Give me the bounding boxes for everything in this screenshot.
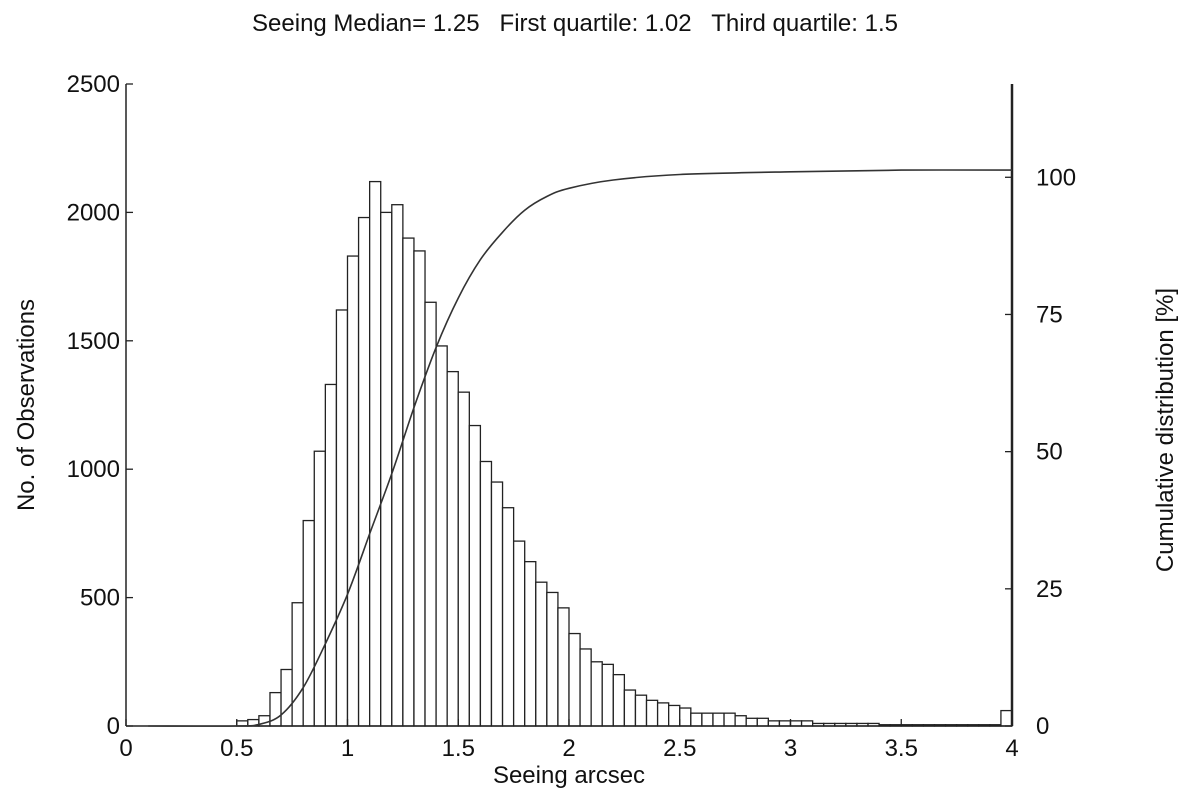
y-tick-label: 1500 — [67, 328, 120, 355]
histogram-bar — [435, 345, 448, 727]
histogram-bar — [302, 519, 315, 727]
histogram-bar — [512, 540, 526, 727]
axes: 0 0.5 1 1.5 2 2.5 3 3.5 405001000150020002500025… — [67, 71, 1076, 762]
histogram-bar — [601, 663, 614, 727]
histogram-bar — [656, 702, 670, 727]
histogram-bar — [634, 694, 648, 727]
histogram-bar — [723, 712, 736, 727]
x-tick-label: 4 — [1005, 735, 1018, 762]
histogram-bar — [623, 689, 637, 727]
histogram-bar — [324, 383, 338, 727]
histogram-bar — [590, 661, 603, 727]
secondary-y-tick-label: 100 — [1036, 164, 1076, 191]
histogram-bar — [734, 715, 747, 727]
histogram-bar — [690, 712, 703, 727]
histogram-bar — [368, 180, 382, 727]
histogram-bar — [380, 211, 393, 727]
x-tick-label: 3 — [784, 735, 797, 762]
y-axis-label: No. of Observations — [13, 298, 40, 512]
y-tick-label: 2000 — [67, 199, 120, 226]
histogram-bar — [446, 370, 459, 727]
histogram-bars — [236, 180, 1013, 727]
x-tick-label: 1 — [341, 735, 354, 762]
histogram-bar — [535, 581, 548, 727]
histogram-bar — [280, 668, 293, 727]
x-axis-label: Seeing arcsec — [492, 762, 646, 789]
secondary-y-tick-label: 50 — [1036, 439, 1063, 466]
y-tick-label: 2500 — [67, 71, 120, 98]
histogram-bar — [745, 717, 758, 727]
chart-title: Seeing Median= 1.25 First quartile: 1.02… — [252, 10, 898, 37]
histogram-bar — [479, 460, 493, 727]
histogram-bar — [712, 712, 725, 727]
histogram-bar — [612, 673, 626, 727]
histogram-bar — [701, 712, 714, 727]
x-tick-label: 0 — [119, 735, 132, 762]
histogram-bar — [468, 424, 482, 727]
histogram-bar — [645, 699, 659, 727]
x-tick-label: 3.5 — [885, 735, 918, 762]
y-tick-label: 0 — [107, 713, 120, 740]
y-tick-label: 500 — [80, 585, 120, 612]
histogram-bar — [413, 250, 426, 727]
histogram-bar — [579, 648, 592, 727]
histogram-bar — [424, 301, 437, 727]
y-tick-label: 1000 — [67, 456, 120, 483]
histogram-bar — [767, 720, 781, 727]
histogram-bar — [789, 720, 803, 727]
x-tick-label: 0.5 — [220, 735, 253, 762]
histogram-bar — [490, 481, 504, 727]
secondary-y-tick-label: 75 — [1036, 301, 1063, 328]
histogram-bar — [1000, 709, 1013, 727]
histogram-bar — [800, 720, 814, 727]
histogram-bar — [756, 717, 770, 727]
secondary-y-tick-label: 0 — [1036, 713, 1049, 740]
histogram-bar — [335, 309, 349, 727]
x-tick-label: 2.5 — [663, 735, 696, 762]
histogram-bar — [457, 391, 470, 727]
histogram-bar — [568, 632, 581, 727]
histogram-bar — [524, 560, 537, 727]
cumulative-curve-group — [148, 169, 1013, 727]
cumulative-curve — [148, 169, 1013, 727]
histogram-bar — [313, 450, 326, 727]
histogram-bar — [778, 720, 792, 727]
histogram-bar — [346, 255, 360, 727]
histogram-bar — [391, 204, 404, 727]
histogram-bar — [668, 704, 681, 727]
histogram-bar — [291, 602, 304, 727]
secondary-y-axis-label: Cumulative distribution [%] — [1152, 287, 1179, 573]
histogram-bar — [402, 237, 415, 727]
secondary-y-tick-label: 25 — [1036, 576, 1063, 603]
histogram-bar — [679, 707, 692, 727]
x-tick-label: 2 — [562, 735, 575, 762]
histogram-bar — [357, 216, 371, 727]
histogram-bar — [557, 607, 570, 727]
histogram-bar — [546, 591, 559, 727]
x-tick-label: 1.5 — [442, 735, 475, 762]
histogram-bar — [501, 507, 515, 727]
